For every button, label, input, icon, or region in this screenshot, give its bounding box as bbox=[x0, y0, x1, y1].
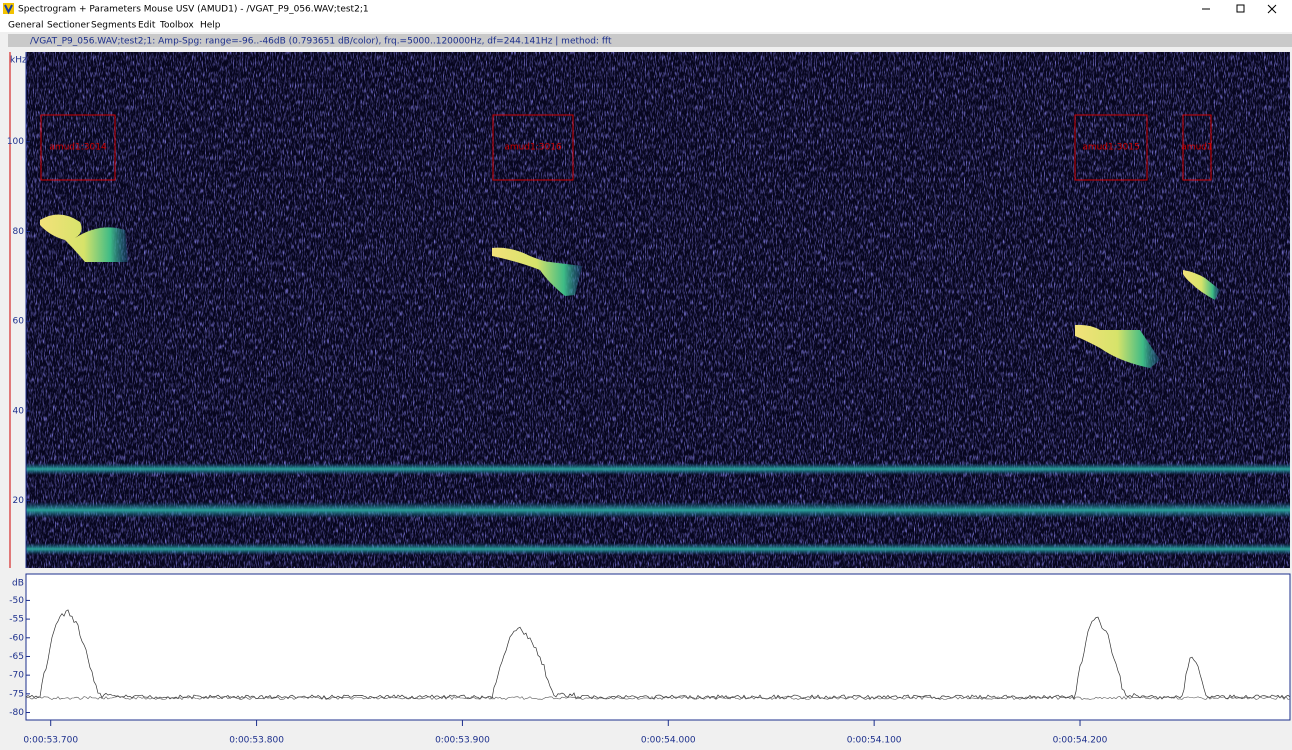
menu-item[interactable]: Help bbox=[200, 21, 221, 31]
segment-label: amud1 bbox=[1181, 143, 1212, 153]
y-tick-label: 20 bbox=[13, 496, 25, 506]
spectrogram-noise bbox=[26, 52, 1290, 568]
x-tick-label: 0:00:54.200 bbox=[1053, 736, 1108, 746]
segment-label: amud1:3016 bbox=[504, 143, 562, 153]
noise-band bbox=[26, 463, 1290, 475]
y-axis-unit: kHz bbox=[10, 56, 27, 66]
y-tick-label: -55 bbox=[9, 615, 24, 625]
y-tick-label: 40 bbox=[13, 406, 25, 416]
y-tick-label: -80 bbox=[9, 708, 24, 718]
x-tick-label: 0:00:53.700 bbox=[23, 736, 78, 746]
segment-label: amud1:3014 bbox=[49, 143, 107, 153]
menu-item[interactable]: Segments bbox=[91, 21, 137, 31]
segment-label: amud1:3015 bbox=[1082, 143, 1139, 153]
y-tick-label: 100 bbox=[7, 137, 24, 147]
noise-band bbox=[26, 543, 1290, 555]
y-tick-label: -50 bbox=[9, 596, 24, 606]
envelope-panel bbox=[26, 574, 1290, 720]
x-tick-label: 0:00:53.900 bbox=[435, 736, 490, 746]
window-title: Spectrogram + Parameters Mouse USV (AMUD… bbox=[18, 5, 369, 15]
menu-item[interactable]: Toolbox bbox=[159, 21, 194, 31]
menu-item[interactable]: Edit bbox=[138, 21, 156, 31]
y-tick-label: -75 bbox=[9, 689, 24, 699]
y-tick-label: 80 bbox=[13, 227, 25, 237]
menu-item[interactable]: General bbox=[8, 21, 43, 31]
screen: Spectrogram + Parameters Mouse USV (AMUD… bbox=[0, 0, 1292, 746]
noise-band bbox=[26, 502, 1290, 518]
y-tick-label: 60 bbox=[13, 317, 25, 327]
x-tick-label: 0:00:54.100 bbox=[847, 736, 902, 746]
app-window: Spectrogram + Parameters Mouse USV (AMUD… bbox=[0, 0, 1292, 746]
menu-item[interactable]: Sectioner bbox=[47, 21, 90, 31]
x-tick-label: 0:00:53.800 bbox=[229, 736, 284, 746]
y-axis-unit: dB bbox=[12, 579, 24, 589]
x-tick-label: 0:00:54.000 bbox=[641, 736, 696, 746]
info-text: /VGAT_P9_056.WAV;test2;1: Amp-Spg: range… bbox=[30, 37, 612, 47]
y-tick-label: -60 bbox=[9, 633, 24, 643]
menu-bar bbox=[0, 18, 1292, 32]
y-tick-label: -70 bbox=[9, 671, 24, 681]
y-tick-label: -65 bbox=[9, 652, 24, 662]
